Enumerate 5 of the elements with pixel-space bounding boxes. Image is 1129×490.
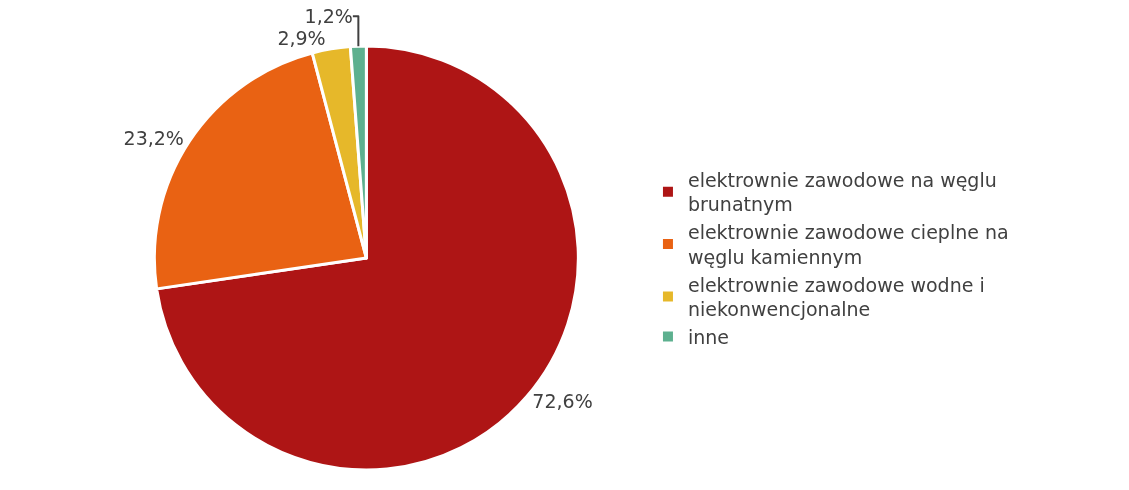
data-label: 72,6% — [532, 390, 593, 413]
data-label: 23,2% — [123, 126, 184, 149]
data-label: 1,2% — [304, 5, 353, 28]
data-label: 2,9% — [277, 27, 326, 50]
legend-label: inne — [687, 325, 730, 348]
